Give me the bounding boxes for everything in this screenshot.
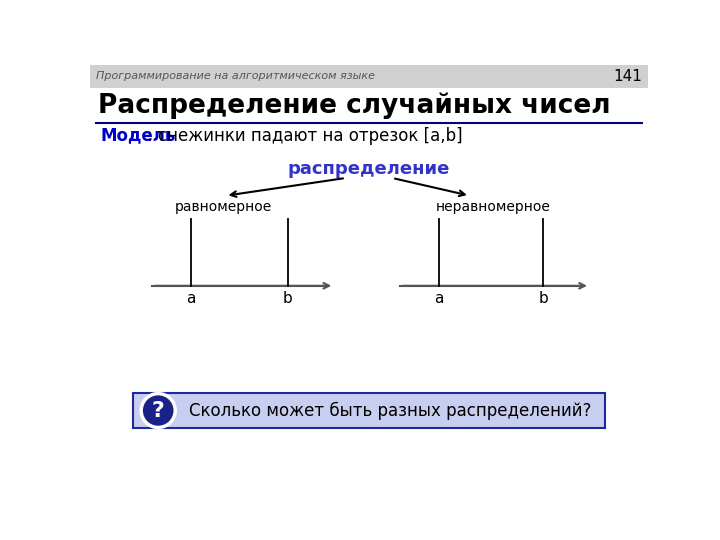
Text: Программирование на алгоритмическом языке: Программирование на алгоритмическом язык… bbox=[96, 71, 375, 82]
Text: b: b bbox=[283, 291, 292, 306]
Text: a: a bbox=[186, 291, 195, 306]
FancyBboxPatch shape bbox=[90, 65, 648, 88]
Text: b: b bbox=[539, 291, 548, 306]
Text: равномерное: равномерное bbox=[175, 200, 272, 214]
Text: Сколько может быть разных распределений?: Сколько может быть разных распределений? bbox=[189, 401, 592, 420]
Text: a: a bbox=[434, 291, 444, 306]
FancyBboxPatch shape bbox=[132, 393, 606, 428]
Text: ?: ? bbox=[152, 401, 165, 421]
Text: : снежинки падают на отрезок [a,b]: : снежинки падают на отрезок [a,b] bbox=[147, 127, 462, 145]
Text: 141: 141 bbox=[613, 69, 642, 84]
Text: Модель: Модель bbox=[101, 127, 176, 145]
Text: распределение: распределение bbox=[288, 160, 450, 178]
Text: Распределение случайных чисел: Распределение случайных чисел bbox=[98, 92, 611, 119]
Text: неравномерное: неравномерное bbox=[436, 200, 550, 214]
Circle shape bbox=[141, 394, 175, 428]
